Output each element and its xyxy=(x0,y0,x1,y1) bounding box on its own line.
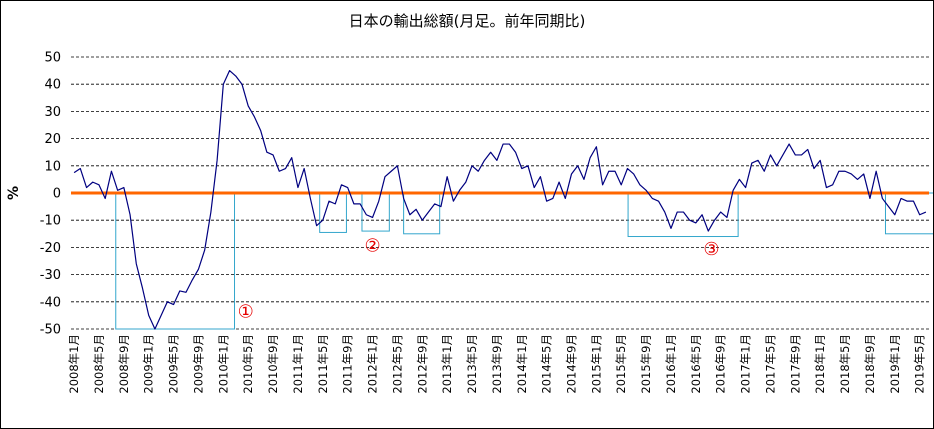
x-tick-labels: 2008年1月 2008年5月 2008年9月 2009年1月 2009年5月 2009年… xyxy=(67,334,927,394)
x-tick-label: 2015年1月 xyxy=(589,334,603,394)
x-tick-label: 2009年9月 xyxy=(191,334,205,394)
x-tick-label: 2019年1月 xyxy=(888,334,902,394)
series-polyline xyxy=(73,69,927,330)
x-tick-label: 2013年9月 xyxy=(490,334,504,394)
y-tick-label: 20 xyxy=(44,132,61,147)
x-tick-label: 2014年1月 xyxy=(515,334,529,394)
x-tick-label: 2013年5月 xyxy=(465,334,479,394)
x-tick-label: 2008年5月 xyxy=(92,334,106,394)
x-tick-label: 2009年1月 xyxy=(142,334,156,394)
x-tick-label: 2011年5月 xyxy=(316,334,330,394)
annotation-label: ③ xyxy=(703,239,719,260)
y-tick-label: 50 xyxy=(44,51,61,66)
x-tick-label: 2018年5月 xyxy=(838,334,852,394)
y-tick-labels: 50 40 30 20 10 0 -10 -20 -30 -40 -50 xyxy=(40,51,61,338)
x-tick-label: 2012年9月 xyxy=(415,334,429,394)
y-tick-label: -10 xyxy=(40,214,61,229)
box-5 xyxy=(627,192,739,238)
box-1 xyxy=(115,192,236,330)
y-tick-label: -20 xyxy=(40,241,61,256)
x-tick-label: 2016年5月 xyxy=(689,334,703,394)
x-tick-label: 2019年5月 xyxy=(913,334,927,394)
x-tick-label: 2011年1月 xyxy=(291,334,305,394)
x-tick-label: 2010年1月 xyxy=(216,334,230,394)
y-tick-label: 0 xyxy=(53,187,61,202)
x-tick-label: 2017年1月 xyxy=(739,334,753,394)
x-tick-label: 2018年9月 xyxy=(863,334,877,394)
y-tick-label: 30 xyxy=(44,105,61,120)
x-tick-label: 2018年1月 xyxy=(813,334,827,394)
box-3 xyxy=(361,192,390,232)
y-tick-label: 40 xyxy=(44,78,61,93)
x-tick-label: 2013年1月 xyxy=(440,334,454,394)
box-2 xyxy=(319,192,347,233)
x-tick-label: 2015年9月 xyxy=(639,334,653,394)
y-axis-label: % xyxy=(6,186,22,200)
x-tick-label: 2008年9月 xyxy=(117,334,131,394)
x-tick-label: 2016年9月 xyxy=(714,334,728,394)
x-tick-label: 2009年5月 xyxy=(167,334,181,394)
y-tick-label: 10 xyxy=(44,159,61,174)
annotation-label: ② xyxy=(364,235,380,256)
x-tick-label: 2014年9月 xyxy=(565,334,579,394)
x-tick-label: 2011年9月 xyxy=(341,334,355,394)
y-tick-label: -40 xyxy=(40,295,61,310)
x-tick-label: 2012年1月 xyxy=(366,334,380,394)
x-tick-label: 2016年1月 xyxy=(664,334,678,394)
x-tick-label: 2017年9月 xyxy=(788,334,802,394)
x-tick-label: 2012年5月 xyxy=(390,334,404,394)
x-tick-label: 2010年5月 xyxy=(241,334,255,394)
x-tick-label: 2008年1月 xyxy=(67,334,81,394)
x-tick-label: 2010年9月 xyxy=(266,334,280,394)
chart-title: 日本の輸出総額(月足。前年同期比) xyxy=(349,12,586,30)
annotations: ① ② ③ xyxy=(238,235,720,322)
series-line xyxy=(73,69,927,330)
y-tick-label: -50 xyxy=(40,323,61,338)
annotation-label: ① xyxy=(238,302,254,323)
y-tick-label: -30 xyxy=(40,268,61,283)
x-tick-label: 2015年5月 xyxy=(614,334,628,394)
x-tick-label: 2014年5月 xyxy=(540,334,554,394)
box-6 xyxy=(884,192,933,235)
x-tick-label: 2017年5月 xyxy=(763,334,777,394)
